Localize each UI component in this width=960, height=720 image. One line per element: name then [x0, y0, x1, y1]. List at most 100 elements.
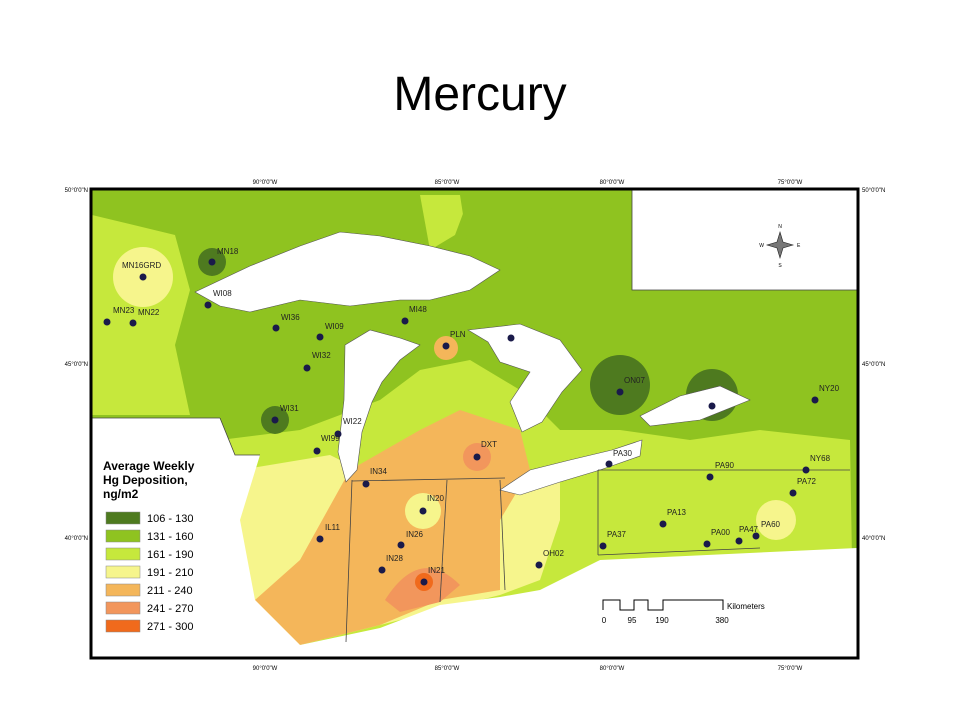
longitude-label: 80°0'0"W [600, 180, 625, 186]
station-dot [811, 396, 819, 404]
legend-label: 161 - 190 [147, 549, 193, 561]
latitude-label: 50°0'0"N [862, 188, 885, 194]
no-data [92, 418, 857, 657]
map-border [89, 187, 860, 660]
station-dot [708, 402, 716, 410]
zone [590, 355, 650, 415]
station-dot [208, 258, 216, 266]
longitude-label: 85°0'0"W [435, 666, 460, 672]
longitude-label: 90°0'0"W [253, 180, 278, 186]
station-dot [473, 453, 481, 461]
station-label: MN16GRD [122, 261, 161, 270]
station-dot [703, 540, 711, 548]
station-dot [378, 566, 386, 574]
station-label: NY68 [810, 454, 831, 463]
compass-letter: N [778, 224, 782, 230]
border [219, 417, 260, 456]
station-dot [401, 317, 409, 325]
station-dot [659, 520, 667, 528]
station-dot [397, 541, 405, 549]
scale-tick: 380 [715, 616, 729, 625]
station-label: MI48 [409, 305, 427, 314]
station-dot [605, 460, 613, 468]
longitude-label: 75°0'0"W [778, 180, 803, 186]
station-dot [616, 388, 624, 396]
station-label: PA90 [715, 461, 735, 470]
station-label: IN28 [386, 554, 403, 563]
border [351, 477, 506, 482]
station-dot [535, 561, 543, 569]
border [499, 479, 506, 591]
longitude-label: 80°0'0"W [600, 666, 625, 672]
compass [765, 230, 795, 260]
station-label: PA13 [667, 508, 687, 517]
legend-label: 241 - 270 [147, 603, 193, 615]
slide-title: Mercury [393, 68, 566, 121]
lake [467, 323, 583, 433]
scale-tick: 190 [655, 616, 669, 625]
lake [499, 439, 643, 496]
station-label: IN21 [428, 566, 445, 575]
station-dot [419, 507, 427, 515]
zone [756, 500, 796, 540]
latitude-label: 45°0'0"N [65, 362, 88, 368]
station-label: WI22 [343, 417, 362, 426]
legend-swatch [105, 547, 141, 561]
scale-tick: 0 [602, 616, 607, 625]
lake [337, 329, 421, 483]
station-dot [272, 324, 280, 332]
station-label: PA47 [739, 525, 759, 534]
legend-title: Average Weekly [103, 459, 195, 473]
compass-letter: W [759, 243, 764, 249]
zone [460, 195, 560, 260]
station-label: IL11 [325, 523, 341, 532]
legend-title: ng/m2 [103, 487, 139, 501]
station-label: WI99 [321, 434, 340, 443]
no-data [632, 190, 857, 290]
station-dot [316, 333, 324, 341]
station-dot [334, 430, 342, 438]
station-label: ON07 [624, 376, 645, 385]
station-label: MN18 [217, 247, 239, 256]
compass-letter: E [797, 243, 801, 249]
station-dot [271, 416, 279, 424]
station-label: PA30 [613, 449, 633, 458]
legend-label: 271 - 300 [147, 621, 193, 633]
station-dot [316, 535, 324, 543]
station-label: PA37 [607, 530, 627, 539]
station-dot [752, 532, 760, 540]
map: 90°0'0"W 90°0'0"W 85°0'0"W 85°0'0"W 80°0'0"W… [65, 180, 886, 672]
legend-label: 106 - 130 [147, 513, 193, 525]
latitude-label: 45°0'0"N [862, 362, 885, 368]
border [631, 190, 857, 291]
legend-swatch [105, 565, 141, 579]
station-dot [599, 542, 607, 550]
station-label: IN20 [427, 494, 444, 503]
latitude-label: 40°0'0"N [65, 536, 88, 542]
station-label: NY20 [819, 384, 840, 393]
legend-swatch [105, 619, 141, 633]
latitude-label: 40°0'0"N [862, 536, 885, 542]
border [439, 479, 448, 603]
station-dot [362, 480, 370, 488]
legend-label: 191 - 210 [147, 567, 193, 579]
station-label: PA60 [761, 520, 781, 529]
station-label: PLN [450, 330, 466, 339]
compass-letter: S [778, 263, 782, 269]
station-label: WI08 [213, 289, 232, 298]
station-label: PA00 [711, 528, 731, 537]
station-dot [735, 537, 743, 545]
latitude-label: 50°0'0"N [65, 188, 88, 194]
zone [420, 195, 470, 250]
station-dot [442, 342, 450, 350]
longitude-label: 75°0'0"W [778, 666, 803, 672]
lake [639, 385, 751, 427]
station-dot [802, 466, 810, 474]
lake [194, 231, 501, 313]
station-label: IN26 [406, 530, 423, 539]
legend-label: 131 - 160 [147, 531, 193, 543]
legend-swatch [105, 529, 141, 543]
station-dot [313, 447, 321, 455]
longitude-label: 90°0'0"W [253, 666, 278, 672]
station-dot [706, 473, 714, 481]
